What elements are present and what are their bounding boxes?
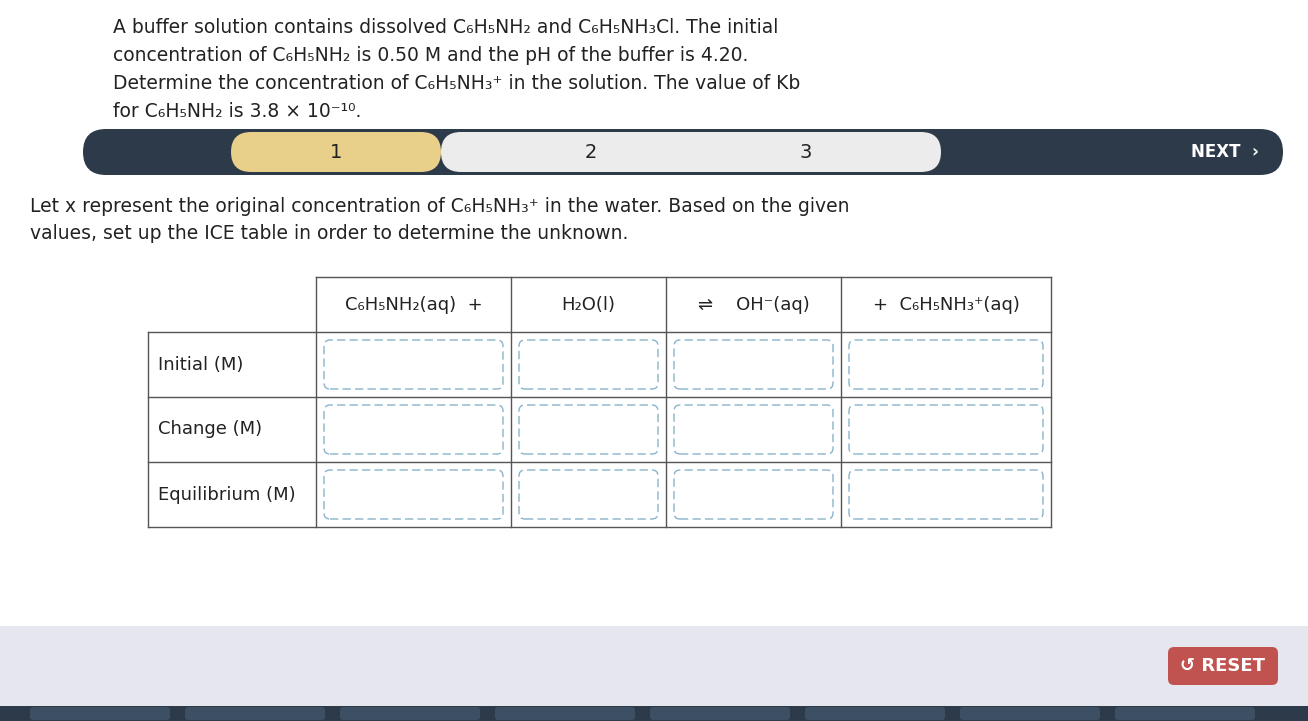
- FancyBboxPatch shape: [849, 405, 1042, 454]
- FancyBboxPatch shape: [519, 340, 658, 389]
- FancyBboxPatch shape: [674, 470, 833, 519]
- Text: Change (M): Change (M): [158, 420, 262, 438]
- Text: 1: 1: [330, 143, 343, 162]
- FancyBboxPatch shape: [650, 707, 790, 720]
- FancyBboxPatch shape: [674, 405, 833, 454]
- FancyBboxPatch shape: [441, 132, 940, 172]
- Text: concentration of C₆H₅NH₂ is 0.50 M and the pH of the buffer is 4.20.: concentration of C₆H₅NH₂ is 0.50 M and t…: [112, 46, 748, 65]
- FancyBboxPatch shape: [960, 707, 1100, 720]
- Text: for C₆H₅NH₂ is 3.8 × 10⁻¹⁰.: for C₆H₅NH₂ is 3.8 × 10⁻¹⁰.: [112, 102, 361, 121]
- FancyBboxPatch shape: [674, 340, 833, 389]
- Text: H₂O(l): H₂O(l): [561, 296, 616, 314]
- Text: ⇌    OH⁻(aq): ⇌ OH⁻(aq): [697, 296, 810, 314]
- FancyBboxPatch shape: [30, 707, 170, 720]
- Text: 3: 3: [799, 143, 812, 162]
- FancyBboxPatch shape: [184, 707, 324, 720]
- Text: +  C₆H₅NH₃⁺(aq): + C₆H₅NH₃⁺(aq): [872, 296, 1019, 314]
- FancyBboxPatch shape: [849, 470, 1042, 519]
- FancyBboxPatch shape: [324, 470, 504, 519]
- FancyBboxPatch shape: [519, 470, 658, 519]
- Bar: [0, 626, 1308, 721]
- FancyBboxPatch shape: [1114, 707, 1254, 720]
- Text: C₆H₅NH₂(aq)  +: C₆H₅NH₂(aq) +: [345, 296, 483, 314]
- FancyBboxPatch shape: [804, 707, 944, 720]
- FancyBboxPatch shape: [232, 132, 441, 172]
- FancyBboxPatch shape: [340, 707, 480, 720]
- Text: ↺ RESET: ↺ RESET: [1181, 657, 1266, 675]
- Text: 2: 2: [585, 143, 598, 162]
- Text: A buffer solution contains dissolved C₆H₅NH₂ and C₆H₅NH₃Cl. The initial: A buffer solution contains dissolved C₆H…: [112, 18, 778, 37]
- FancyBboxPatch shape: [82, 129, 1283, 175]
- FancyBboxPatch shape: [324, 405, 504, 454]
- Text: NEXT  ›: NEXT ›: [1192, 143, 1258, 161]
- FancyBboxPatch shape: [494, 707, 634, 720]
- Text: Equilibrium (M): Equilibrium (M): [158, 485, 296, 503]
- Text: Let x represent the original concentration of C₆H₅NH₃⁺ in the water. Based on th: Let x represent the original concentrati…: [30, 197, 849, 216]
- FancyBboxPatch shape: [519, 405, 658, 454]
- Text: Initial (M): Initial (M): [158, 355, 243, 373]
- FancyBboxPatch shape: [324, 340, 504, 389]
- Text: values, set up the ICE table in order to determine the unknown.: values, set up the ICE table in order to…: [30, 224, 628, 243]
- Bar: [0, 706, 1308, 721]
- FancyBboxPatch shape: [1168, 647, 1278, 685]
- Text: Determine the concentration of C₆H₅NH₃⁺ in the solution. The value of Kb: Determine the concentration of C₆H₅NH₃⁺ …: [112, 74, 800, 93]
- FancyBboxPatch shape: [849, 340, 1042, 389]
